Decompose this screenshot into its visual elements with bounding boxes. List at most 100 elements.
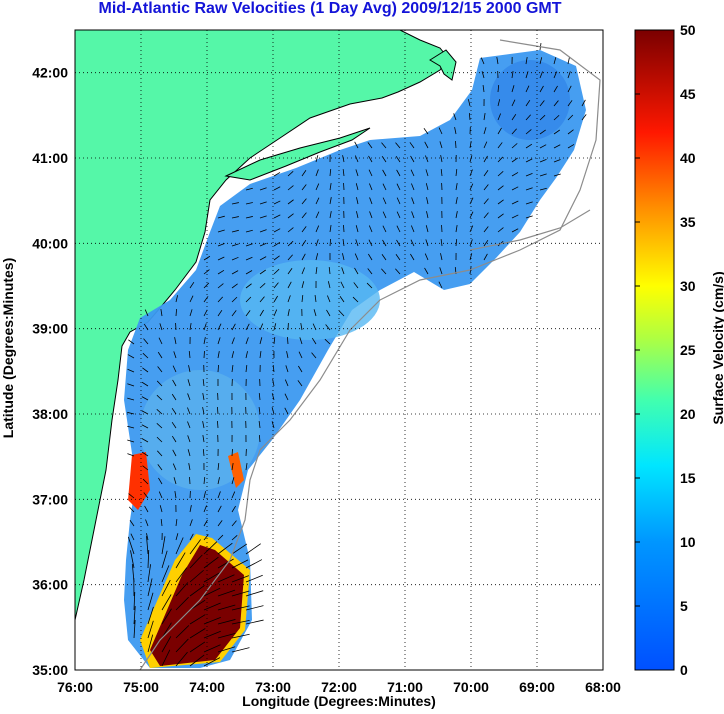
velocity-arrow <box>128 506 135 513</box>
velocity-arrow <box>311 337 317 345</box>
velocity-arrow <box>355 239 359 247</box>
velocity-arrow <box>231 283 238 289</box>
velocity-arrow <box>483 155 488 163</box>
velocity-arrow <box>259 269 266 275</box>
x-tick-label: 68:00 <box>585 679 621 695</box>
velocity-arrow <box>161 608 172 625</box>
velocity-arrow <box>175 552 186 569</box>
velocity-arrow <box>160 309 163 317</box>
velocity-arrow <box>245 543 261 555</box>
velocity-arrow <box>157 450 163 457</box>
y-axis-ticks: 35:00 36:00 37:00 38:00 39:00 40:00 41:00 42:00 <box>32 65 68 678</box>
velocity-arrow <box>440 155 443 163</box>
velocity-arrow <box>381 142 387 149</box>
velocity-arrow <box>287 171 294 177</box>
velocity-arrow <box>245 337 249 345</box>
velocity-arrow <box>158 337 163 345</box>
velocity-arrow <box>202 448 205 457</box>
velocity-arrow <box>203 269 210 275</box>
velocity-arrow <box>231 647 250 653</box>
velocity-arrow <box>300 323 303 331</box>
bathymetry-contour <box>139 39 601 670</box>
velocity-arrow <box>410 169 415 177</box>
velocity-arrow <box>217 420 219 429</box>
velocity-arrow <box>410 239 415 247</box>
velocity-arrow <box>341 267 345 275</box>
velocity-arrow <box>189 554 203 569</box>
velocity-arrow <box>203 541 218 555</box>
velocity-arrow <box>217 534 224 541</box>
velocity-arrow <box>144 505 149 513</box>
velocity-arrow <box>189 505 192 513</box>
velocity-arrow <box>553 159 561 163</box>
velocity-arrow <box>511 143 518 149</box>
velocity-arrow <box>314 295 317 303</box>
velocity-arrow <box>369 197 373 205</box>
velocity-arrow <box>189 599 206 611</box>
velocity-arrow <box>187 407 191 415</box>
velocity-arrow <box>381 155 387 163</box>
velocity-arrow <box>231 535 238 541</box>
velocity-arrow <box>189 569 204 583</box>
colorbar-tick-label: 40 <box>680 150 696 166</box>
velocity-arrow <box>189 323 192 331</box>
velocity-arrow <box>425 155 429 163</box>
velocity-arrow <box>217 632 236 639</box>
velocity-arrow <box>231 216 239 219</box>
velocity-arrow <box>497 156 504 163</box>
velocity-arrow <box>259 309 264 317</box>
velocity-arrow <box>354 155 359 163</box>
velocity-arrow <box>231 559 249 569</box>
velocity-arrow <box>315 197 320 205</box>
velocity-patch <box>490 60 570 140</box>
velocity-arrow <box>287 281 292 289</box>
velocity-arrow <box>497 142 503 149</box>
velocity-arrow <box>231 605 250 611</box>
velocity-arrow <box>395 142 401 149</box>
velocity-arrow <box>497 99 501 107</box>
velocity-arrow <box>175 295 178 303</box>
velocity-arrow <box>367 268 373 275</box>
velocity-arrow <box>231 463 234 471</box>
velocity-arrow <box>231 323 236 331</box>
velocity-arrow <box>525 143 533 149</box>
velocity-arrow <box>567 100 573 107</box>
velocity-arrow <box>287 268 293 275</box>
velocity-arrow <box>245 365 248 373</box>
velocity-arrow <box>231 351 235 359</box>
velocity-arrow <box>497 185 504 191</box>
velocity-arrow <box>231 520 237 527</box>
velocity-arrow <box>203 491 207 499</box>
velocity-arrow <box>203 657 221 667</box>
velocity-arrow <box>161 579 171 597</box>
velocity-arrow <box>187 379 191 387</box>
velocity-arrow <box>171 435 177 443</box>
velocity-arrow <box>581 114 587 121</box>
velocity-arrow <box>553 144 561 149</box>
velocity-arrow <box>245 574 263 583</box>
velocity-arrow <box>381 254 387 261</box>
velocity-arrow <box>481 71 485 79</box>
velocity-arrow <box>141 396 149 401</box>
velocity-arrow <box>147 606 154 625</box>
velocity-arrow <box>497 113 502 121</box>
velocity-arrow <box>497 199 504 205</box>
velocity-arrow <box>368 225 373 233</box>
x-axis-label: Longitude (Degrees:Minutes) <box>242 693 436 709</box>
velocity-arrow <box>161 622 172 639</box>
velocity-arrow <box>172 463 177 471</box>
velocity-arrow <box>567 57 570 65</box>
velocity-arrow <box>315 239 319 247</box>
velocity-arrow <box>315 211 320 219</box>
velocity-arrow <box>273 214 281 219</box>
velocity-arrow <box>511 128 517 135</box>
velocity-arrow <box>189 628 206 639</box>
velocity-arrow <box>411 197 415 205</box>
velocity-arrow <box>287 185 294 191</box>
velocity-arrow <box>301 281 305 289</box>
velocity-patch <box>240 260 380 340</box>
velocity-arrow <box>271 393 275 401</box>
velocity-arrow <box>539 144 547 149</box>
velocity-arrow <box>396 183 401 191</box>
velocity-arrow <box>511 186 519 191</box>
